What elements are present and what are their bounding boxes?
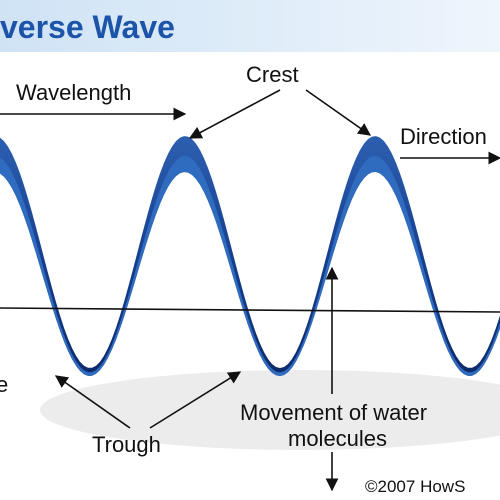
wave-underside xyxy=(0,155,500,376)
wave-ribbon xyxy=(0,136,500,376)
movement-label: Movement of water xyxy=(240,400,427,425)
direction-label: Direction xyxy=(400,124,487,149)
movement-label: molecules xyxy=(288,426,387,451)
copyright: ©2007 HowS xyxy=(365,477,465,496)
shadow xyxy=(40,370,500,450)
trough-label: Trough xyxy=(92,432,161,457)
wave xyxy=(0,136,500,376)
rest-line xyxy=(0,307,500,313)
trough-arrow xyxy=(149,371,242,429)
crest-arrow xyxy=(305,89,372,136)
crest-label: Crest xyxy=(246,62,299,87)
title: verse Wave xyxy=(0,9,175,45)
cut-label: e xyxy=(0,372,8,397)
crest-arrow xyxy=(188,89,281,139)
wavelength-label: Wavelength xyxy=(16,80,131,105)
header-bar xyxy=(0,0,500,52)
trough-arrow xyxy=(54,375,131,429)
